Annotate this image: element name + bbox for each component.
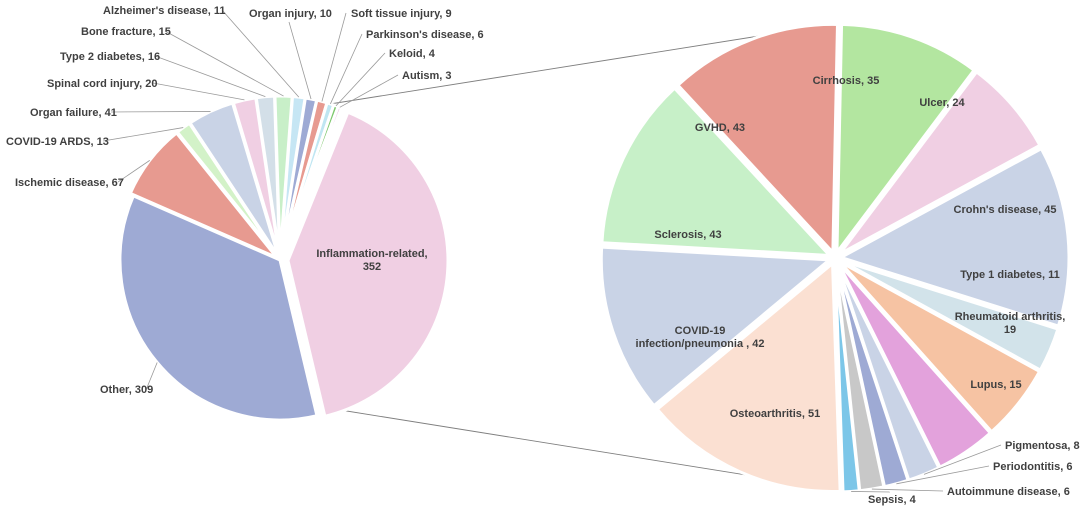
leader-soft-tissue-injury [321,12,347,102]
label-type-2-diabetes: Type 2 diabetes, 16 [60,51,160,63]
label-autoimmune-disease: Autoimmune disease, 6 [947,486,1070,498]
label-inflammation-related: Inflammation-related, 352 [316,248,427,273]
label-spinal-cord-injury: Spinal cord injury, 20 [47,78,157,90]
label-cirrhosis: Cirrhosis, 35 [813,75,880,87]
label-ischemic-disease: Ischemic disease, 67 [15,177,124,189]
connector-lines [327,32,791,483]
connector-top [329,32,779,105]
slice-crohn-s-disease [837,146,1071,328]
label-sepsis: Sepsis, 4 [868,494,917,506]
leader-periodontitis [896,465,990,485]
slice-other [118,193,319,422]
leader-alzheimer-s-disease [221,9,300,98]
slice-gvhd [675,22,840,257]
label-pigmentosa: Pigmentosa, 8 [1005,440,1080,452]
leader-autoimmune-disease [871,488,944,492]
leader-organ-injury [288,21,312,100]
slice-inflammation-related [286,110,450,419]
leader-keloid [335,52,386,107]
leader-type-2-diabetes [154,55,266,98]
label-periodontitis: Periodontitis, 6 [993,461,1072,473]
label-rheumatoid-arthritis: Rheumatoid arthritis, 19 [955,311,1066,336]
slice-covid-19-infection-pneumonia [599,245,834,408]
data-labels: Inflammation-related, 352 Other, 309 Ischem… [6,5,1080,506]
leader-sepsis [851,491,891,493]
label-organ-injury: Organ injury, 10 [249,8,332,20]
label-type-1-diabetes: Type 1 diabetes, 11 [960,269,1059,281]
label-other: Other, 309 [100,384,153,396]
label-ulcer: Ulcer, 24 [919,97,965,109]
connector-bottom [327,407,791,483]
label-keloid: Keloid, 4 [389,48,436,60]
label-covid-19-infection-pneumonia: COVID-19 infection/pneumonia , 42 [636,325,765,350]
label-alzheimer-s-disease: Alzheimer's disease, 11 [103,5,225,17]
label-covid-19-ards: COVID-19 ARDS, 13 [6,136,109,148]
label-soft-tissue-injury: Soft tissue injury, 9 [351,8,452,20]
slice-type-1-diabetes [839,258,1060,373]
leader-bone-fracture [164,30,284,97]
leader-covid-19-ards [102,127,184,142]
label-autism: Autism, 3 [402,70,452,82]
leader-other [145,362,158,391]
slice-rheumatoid-arthritis [838,260,1042,434]
label-gvhd: GVHD, 43 [695,122,745,134]
label-lupus: Lupus, 15 [970,379,1021,391]
slice-sclerosis [600,86,834,258]
slice-osteoarthritis [655,260,842,493]
label-organ-failure: Organ failure, 41 [30,107,117,119]
main-pie [118,94,450,422]
slice-cirrhosis [835,22,977,257]
label-crohn-s-disease: Crohn's disease, 45 [954,204,1057,216]
leader-organ-failure [110,111,211,113]
label-osteoarthritis: Osteoarthritis, 51 [730,408,820,420]
leader-ischemic-disease [117,160,150,183]
slice-ulcer [838,69,1042,256]
label-parkinson-s-disease: Parkinson's disease, 6 [366,29,484,41]
leader-autism [339,74,399,108]
leader-parkinson-s-disease [330,33,363,105]
label-bone-fracture: Bone fracture, 15 [81,26,171,38]
leader-pigmentosa [923,444,1002,475]
label-sclerosis: Sclerosis, 43 [654,229,721,241]
secondary-pie [599,22,1071,494]
leader-spinal-cord-injury [152,82,245,101]
